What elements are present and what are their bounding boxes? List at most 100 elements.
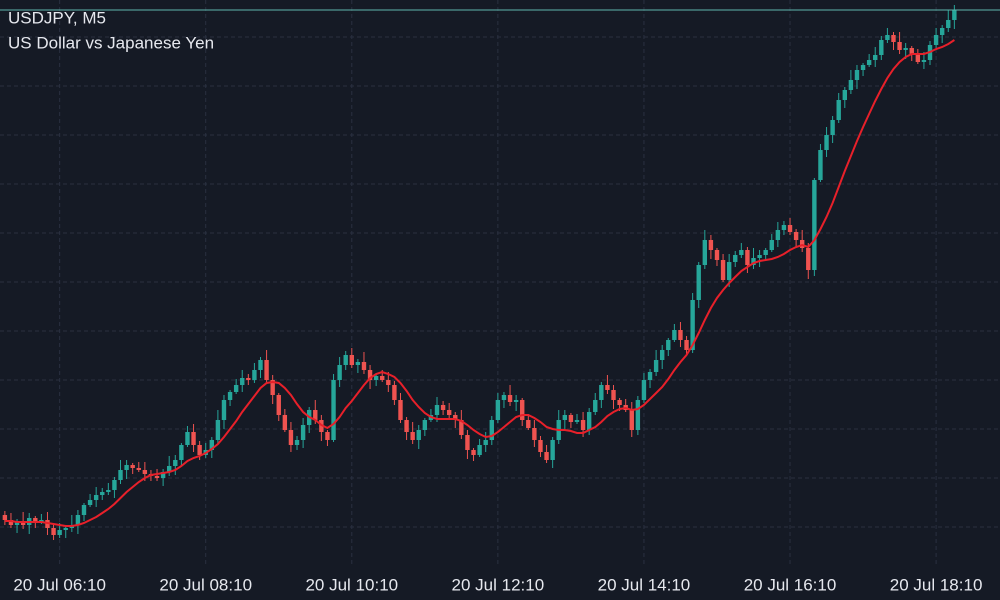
candle-body — [939, 28, 945, 35]
candle-body — [33, 518, 38, 522]
candle-body — [830, 120, 835, 135]
candle-body — [380, 376, 385, 380]
candle-body — [696, 265, 701, 300]
candle-body — [593, 400, 598, 412]
candle-body — [392, 385, 397, 400]
candle-body — [842, 90, 847, 100]
candle-body — [538, 440, 543, 452]
candle-body — [57, 530, 62, 535]
candle-body — [288, 430, 294, 445]
candle-body — [434, 405, 440, 415]
moving-average — [4, 39, 955, 527]
candle-body — [580, 420, 586, 430]
candle-body — [933, 35, 939, 45]
candle-body — [812, 180, 817, 270]
candle-body — [611, 390, 616, 400]
candle-body — [337, 365, 342, 380]
candle-body — [526, 420, 531, 428]
candle-body — [416, 430, 421, 440]
candle-body — [690, 300, 695, 350]
candle-body — [93, 495, 99, 500]
candle-body — [276, 395, 281, 415]
x-tick-label: 20 Jul 06:10 — [13, 575, 106, 594]
candle-body — [836, 100, 841, 120]
candle-body — [879, 40, 884, 55]
x-tick-label: 20 Jul 18:10 — [890, 575, 983, 594]
candle-body — [629, 410, 634, 430]
candle-body — [599, 385, 604, 400]
candle-body — [361, 362, 367, 370]
candle-body — [824, 135, 829, 150]
candle-body — [763, 250, 768, 255]
candle-body — [264, 360, 269, 380]
candle-body — [684, 340, 689, 350]
candle-body — [678, 330, 683, 340]
chart-title: USDJPY, M5 — [8, 8, 106, 27]
candle-body — [221, 400, 227, 420]
candle-body — [112, 480, 117, 490]
candle-body — [471, 450, 476, 455]
candle-body — [325, 432, 330, 440]
x-tick-label: 20 Jul 14:10 — [598, 575, 691, 594]
candle-body — [952, 10, 957, 20]
candle-body — [647, 372, 653, 380]
candle-body — [349, 355, 354, 365]
candle-body — [806, 248, 811, 270]
candle-body — [343, 355, 348, 365]
candle-body — [720, 260, 726, 280]
candle-body — [440, 405, 446, 410]
candle-body — [769, 240, 774, 250]
candle-body — [641, 380, 647, 400]
candle-body — [173, 460, 178, 466]
candle-body — [775, 230, 781, 240]
candle-body — [179, 445, 184, 460]
candle-body — [331, 380, 336, 440]
candle-body — [568, 415, 574, 422]
candle-body — [702, 240, 708, 265]
candle-body — [726, 262, 732, 280]
candle-body — [897, 42, 902, 50]
candle-body — [154, 476, 160, 478]
candle-body — [124, 465, 129, 470]
candle-body — [483, 440, 488, 445]
candle-body — [130, 465, 135, 468]
candle-body — [422, 420, 428, 430]
candle-body — [544, 452, 549, 460]
candle-body — [885, 35, 890, 40]
candle-body — [258, 360, 263, 370]
candle-body — [873, 55, 878, 60]
candle-body — [507, 395, 513, 402]
candle-body — [313, 410, 318, 420]
candle-body — [489, 420, 494, 440]
candle-body — [453, 415, 458, 420]
candle-body — [617, 400, 622, 405]
candle-body — [903, 48, 908, 50]
chart-subtitle: US Dollar vs Japanese Yen — [8, 33, 214, 52]
candle-body — [367, 370, 373, 380]
candle-body — [8, 520, 14, 525]
candle-body — [20, 522, 26, 525]
candle-body — [550, 440, 555, 460]
candle-body — [586, 412, 592, 430]
candle-body — [386, 380, 391, 385]
candle-body — [63, 528, 68, 530]
candle-body — [215, 420, 221, 440]
candle-body — [191, 432, 196, 445]
candle-body — [477, 445, 482, 455]
candle-body — [739, 250, 744, 255]
candle-body — [87, 500, 93, 505]
candle-body — [860, 65, 866, 70]
candle-body — [666, 340, 671, 350]
candle-body — [167, 466, 172, 472]
candle-body — [745, 250, 750, 265]
candle-body — [793, 232, 799, 240]
candle-body — [118, 470, 123, 480]
plot — [0, 5, 1000, 540]
candle-body — [14, 522, 20, 525]
candle-body — [714, 250, 720, 260]
candle-body — [136, 468, 141, 470]
candle-body — [300, 425, 306, 440]
candle-body — [818, 150, 823, 180]
candle-body — [672, 330, 677, 340]
